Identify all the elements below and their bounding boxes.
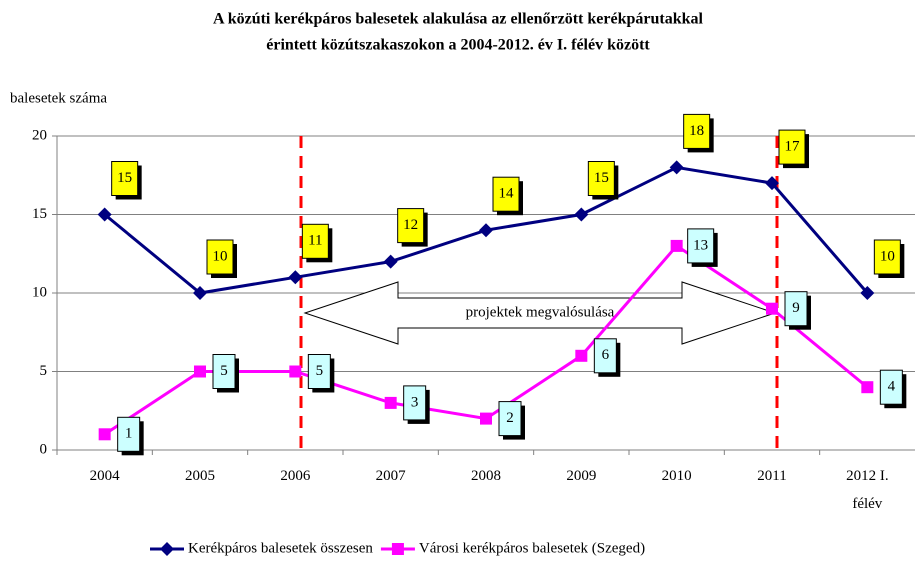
label-box [212, 354, 236, 389]
data-label: 15 [594, 170, 609, 186]
marker [289, 365, 302, 378]
marker [194, 365, 206, 378]
y-tick-label: 10 [32, 284, 47, 300]
data-label: 14 [499, 186, 515, 202]
x-tick-label: 2012 I. félév [846, 468, 889, 512]
chart-title: A közúti kerékpáros balesetek alakulása … [213, 11, 703, 28]
legend-label: Városi kerékpáros balesetek (Szeged) [419, 540, 645, 556]
marker [97, 207, 112, 222]
data-label: 5 [316, 363, 324, 379]
marker [479, 223, 493, 238]
x-tick-label: 2006 [280, 468, 311, 484]
marker [193, 286, 207, 300]
data-label: 17 [785, 139, 801, 155]
data-label: 9 [792, 300, 800, 316]
label-box [873, 239, 901, 275]
legend-marker [160, 542, 174, 556]
y-tick-label: 0 [40, 441, 48, 457]
label-box [301, 223, 329, 259]
y-tick-label: 5 [40, 363, 48, 379]
marker [860, 286, 875, 300]
marker [669, 160, 684, 175]
marker [861, 381, 874, 394]
data-label: 11 [308, 233, 322, 249]
marker [765, 176, 779, 191]
label-box [206, 239, 234, 275]
label-box [784, 291, 808, 327]
label-box [778, 129, 806, 165]
marker [98, 428, 111, 441]
data-label: 5 [220, 363, 228, 379]
data-label: 1 [125, 426, 133, 442]
x-tick-label: 2007 [375, 468, 406, 484]
data-label: 18 [689, 123, 704, 139]
label-box [498, 401, 522, 437]
data-label: 10 [880, 248, 895, 264]
legend-marker [391, 543, 404, 555]
label-box [593, 338, 617, 374]
data-label: 10 [213, 248, 228, 264]
marker [766, 302, 778, 315]
annotation: projektek megvalósulása [466, 304, 615, 320]
legend-label: Kerékpáros balesetek összesen [188, 540, 373, 556]
marker [288, 270, 303, 285]
x-tick-label: 2011 [757, 468, 787, 484]
data-label: 15 [117, 170, 132, 186]
marker [575, 349, 588, 362]
data-label: 6 [602, 347, 610, 363]
label-box [492, 176, 520, 212]
y-tick-label: 15 [32, 206, 47, 222]
y-tick-label: 20 [32, 127, 47, 143]
marker [383, 254, 398, 269]
x-tick-label: 2009 [566, 468, 597, 484]
x-tick-label: 2004 [89, 468, 120, 484]
label-box [687, 228, 715, 264]
x-tick-label: 2005 [185, 468, 215, 484]
x-tick-label: 2008 [471, 468, 501, 484]
chart-subtitle: érintett közútszakaszokon a 2004-2012. é… [266, 37, 650, 54]
label-box [879, 369, 903, 405]
label-box [683, 113, 711, 149]
data-label: 4 [888, 379, 896, 395]
data-label: 13 [693, 237, 708, 253]
data-label: 12 [403, 217, 418, 233]
data-label: 3 [411, 394, 419, 410]
marker [384, 396, 397, 409]
label-box [397, 208, 425, 244]
data-label: 2 [506, 410, 514, 426]
label-box [587, 161, 615, 196]
label-box [307, 354, 331, 389]
label-box [403, 385, 427, 421]
marker [670, 239, 683, 252]
x-tick-label: 2010 [661, 468, 692, 484]
marker [480, 412, 492, 425]
label-box [111, 161, 139, 196]
label-box [117, 416, 141, 452]
marker [574, 207, 589, 222]
y-axis-label: balesetek száma [10, 90, 107, 106]
